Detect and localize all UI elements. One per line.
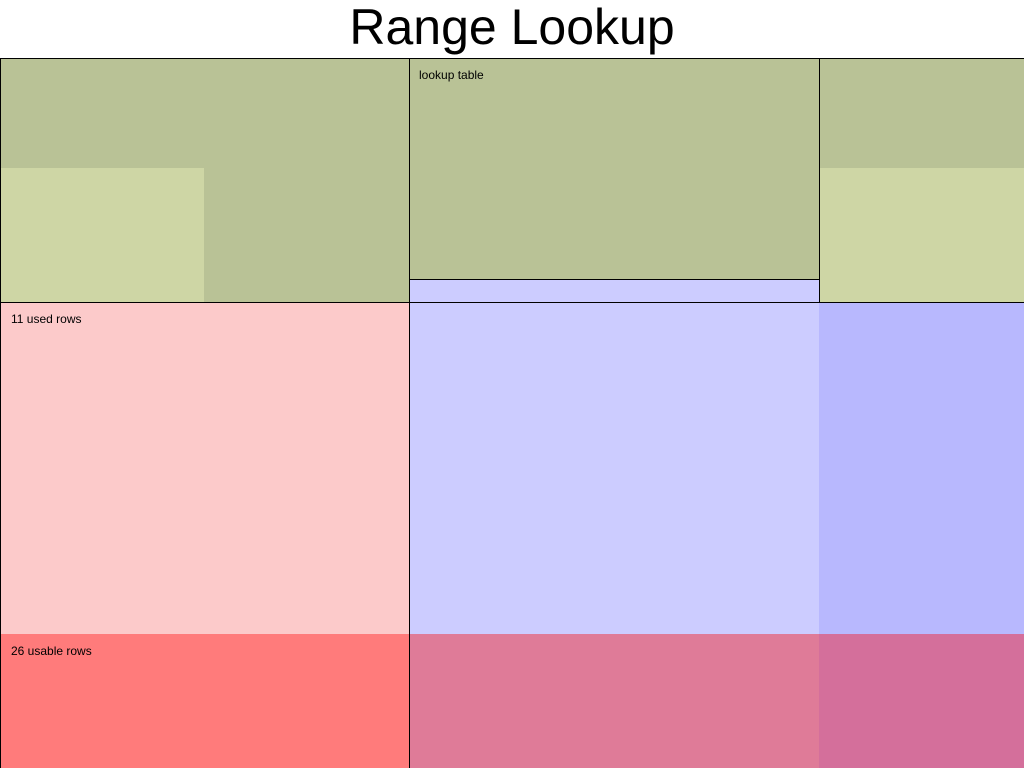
top-right-lower-block	[819, 168, 1024, 302]
bottom-left-frame	[0, 302, 410, 768]
diagram-title: Range Lookup	[349, 0, 675, 55]
bottom-center-block	[409, 634, 819, 768]
top-left-upper-block	[0, 58, 204, 168]
top-left-lower-block	[0, 168, 204, 302]
top-right-upper-block	[819, 58, 1024, 168]
usable-rows-block	[0, 634, 409, 768]
bottom-right-block	[819, 634, 1024, 768]
middle-right-block	[819, 302, 1024, 634]
usable-rows-label: 26 usable rows	[11, 644, 92, 658]
lookup-table-gap	[409, 279, 819, 302]
top-right-frame	[819, 58, 1024, 303]
middle-center-block	[409, 302, 819, 634]
lookup-table-label: lookup table	[419, 68, 484, 82]
used-rows-block	[0, 302, 409, 634]
lookup-table-block	[409, 58, 819, 279]
top-left-frame	[0, 58, 410, 303]
lookup-table-frame	[409, 58, 820, 280]
lookup-gap-frame	[409, 279, 820, 303]
used-rows-label: 11 used rows	[11, 312, 82, 326]
top-left-inner-column	[204, 58, 409, 302]
